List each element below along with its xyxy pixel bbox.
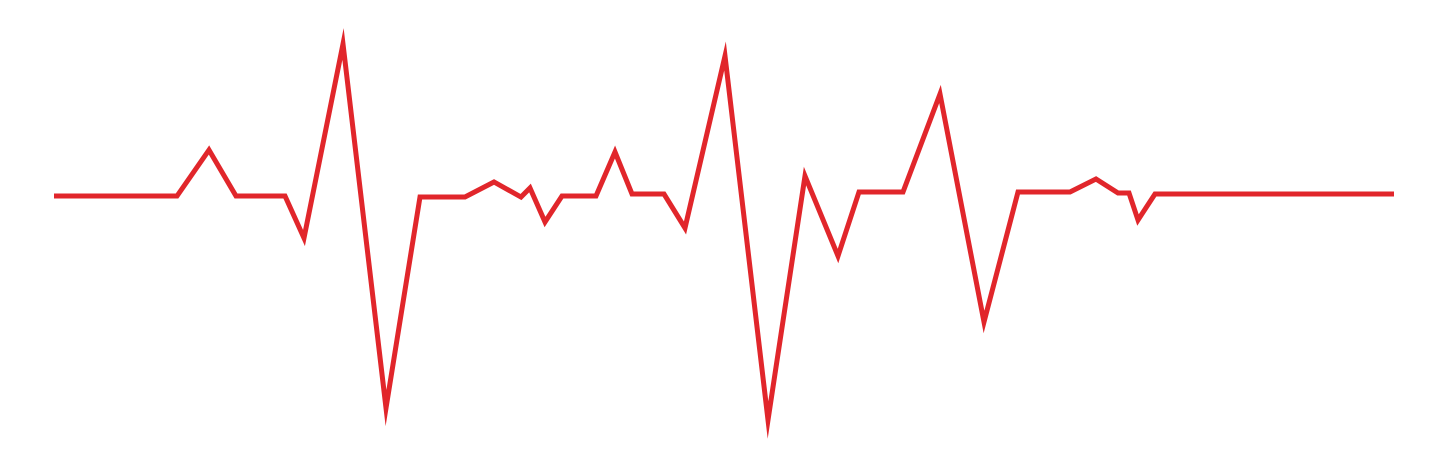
heartbeat-line bbox=[54, 28, 1394, 439]
